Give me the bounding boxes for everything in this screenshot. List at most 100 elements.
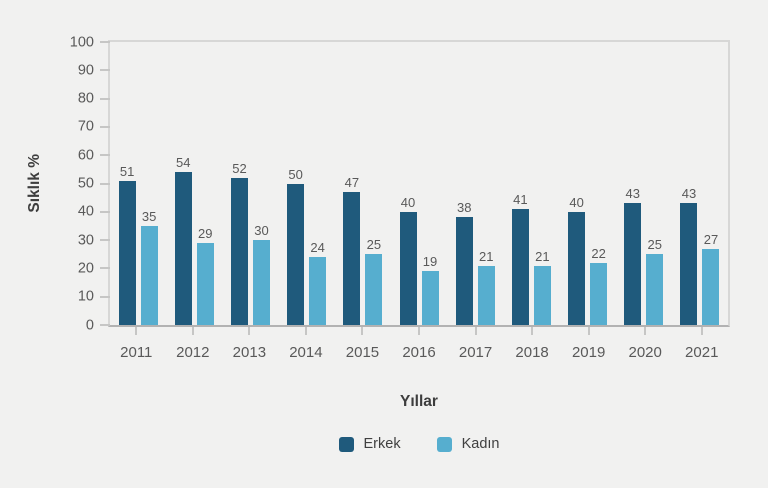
bar-value-label: 38 xyxy=(456,200,472,216)
bar-kadin-2020 xyxy=(646,254,664,325)
plot-area: 51 35 54 29 52 30 50 24 47 25 40 19 38 21 41 21 40 22 43 25… xyxy=(70,35,730,332)
bar-column: 52 xyxy=(230,42,248,325)
bar-kadin-2012 xyxy=(196,242,214,325)
kadin-swatch-icon xyxy=(436,436,452,452)
bar-column: 43 xyxy=(624,42,642,325)
bar-column: 27 xyxy=(702,42,720,325)
bar-column: 29 xyxy=(196,42,214,325)
bar-column: 21 xyxy=(533,42,551,325)
bar-value-label: 47 xyxy=(344,175,360,190)
bar-group-2018: 41 21 xyxy=(503,42,559,325)
x-tick-label: 2015 xyxy=(345,344,380,361)
bar-erkek-2014 xyxy=(287,183,305,325)
bar-value-label: 29 xyxy=(198,225,213,241)
bar-kadin-2018 xyxy=(533,265,551,325)
bar-group-2019: 40 22 xyxy=(560,42,616,325)
bar-column: 43 xyxy=(680,42,698,325)
bar-kadin-2021 xyxy=(702,248,720,325)
bar-column: 22 xyxy=(590,42,608,325)
bar-erkek-2021 xyxy=(680,203,698,325)
x-tick xyxy=(447,327,504,335)
y-tick xyxy=(100,210,110,213)
legend-item-kadin: Kadın xyxy=(436,436,499,452)
y-tick xyxy=(100,182,110,185)
bar-column: 51 xyxy=(118,42,136,325)
bar-group-2015: 47 25 xyxy=(335,42,391,325)
y-tick-label: 50 xyxy=(77,175,94,192)
x-tick-label: 2019 xyxy=(571,344,606,361)
bar-value-label: 19 xyxy=(422,254,438,270)
x-tick xyxy=(108,327,165,335)
x-tick xyxy=(165,327,222,335)
bar-erkek-2013 xyxy=(230,177,248,325)
legend-item-erkek: Erkek xyxy=(338,436,401,452)
x-tick xyxy=(391,327,448,335)
y-tick xyxy=(100,125,110,128)
bar-column: 21 xyxy=(477,42,495,325)
bar-value-label: 30 xyxy=(254,223,269,239)
bar-kadin-2011 xyxy=(140,225,158,325)
y-tick xyxy=(100,41,110,43)
bar-value-label: 54 xyxy=(176,155,191,171)
bar-value-label: 43 xyxy=(625,186,641,202)
bar-value-label: 22 xyxy=(591,245,606,261)
bar-column: 19 xyxy=(421,42,439,325)
bar-value-label: 43 xyxy=(681,186,697,202)
bar-value-label: 21 xyxy=(535,248,550,264)
bar-column: 47 xyxy=(343,42,361,325)
bar-value-label: 52 xyxy=(232,160,247,176)
y-tick-label: 10 xyxy=(77,288,94,305)
y-tick-label: 90 xyxy=(77,62,94,79)
y-tick xyxy=(100,295,110,298)
y-tick-label: 80 xyxy=(77,90,94,107)
bar-column: 41 xyxy=(511,42,529,325)
bar-kadin-2014 xyxy=(309,257,327,325)
bar-kadin-2013 xyxy=(252,240,270,325)
bar-erkek-2012 xyxy=(174,172,192,325)
bar-erkek-2018 xyxy=(511,208,529,325)
bar-kadin-2015 xyxy=(365,254,383,325)
x-tick xyxy=(560,327,617,335)
bar-kadin-2019 xyxy=(590,262,608,325)
bar-erkek-2019 xyxy=(568,211,586,325)
x-tick xyxy=(334,327,391,335)
y-tick-label: 0 xyxy=(85,316,94,333)
bar-kadin-2017 xyxy=(477,265,495,325)
x-tick-label: 2016 xyxy=(402,344,436,361)
y-tick-label: 70 xyxy=(77,118,94,135)
x-tick xyxy=(673,327,730,335)
bar-kadin-2016 xyxy=(421,271,439,325)
bar-group-2012: 54 29 xyxy=(166,42,222,325)
x-tick-label: 2012 xyxy=(176,344,210,361)
x-axis-ticks xyxy=(108,327,730,335)
bar-value-label: 51 xyxy=(119,163,135,179)
bar-value-label: 24 xyxy=(310,240,325,256)
x-tick xyxy=(221,327,278,335)
y-tick-label: 20 xyxy=(77,260,94,277)
legend: Erkek Kadın xyxy=(108,436,730,452)
x-tick-label: 2021 xyxy=(685,344,719,361)
bar-column: 35 xyxy=(140,42,158,325)
bar-value-label: 41 xyxy=(513,191,528,207)
x-axis-title: Yıllar xyxy=(400,393,438,410)
bar-column: 54 xyxy=(174,42,192,325)
y-tick xyxy=(100,69,110,72)
y-tick-label: 40 xyxy=(77,203,94,220)
x-axis-labels: 2011 2012 2013 2014 2015 2016 2017 2018 2019 2020… xyxy=(108,344,730,361)
bar-group-2011: 51 35 xyxy=(110,42,166,325)
y-tick xyxy=(100,239,110,242)
bar-erkek-2015 xyxy=(343,192,361,325)
bar-column: 25 xyxy=(365,42,383,325)
x-tick-label: 2018 xyxy=(515,344,549,361)
bar-erkek-2016 xyxy=(399,211,417,325)
bar-erkek-2017 xyxy=(455,217,473,325)
x-tick xyxy=(278,327,335,335)
erkek-swatch-icon xyxy=(338,436,354,452)
bar-erkek-2011 xyxy=(118,180,136,325)
bar-value-label: 21 xyxy=(478,248,494,264)
x-tick-label: 2020 xyxy=(628,344,662,361)
bar-column: 25 xyxy=(646,42,664,325)
bar-group-2017: 38 21 xyxy=(447,42,503,325)
bar-group-2014: 50 24 xyxy=(279,42,335,325)
